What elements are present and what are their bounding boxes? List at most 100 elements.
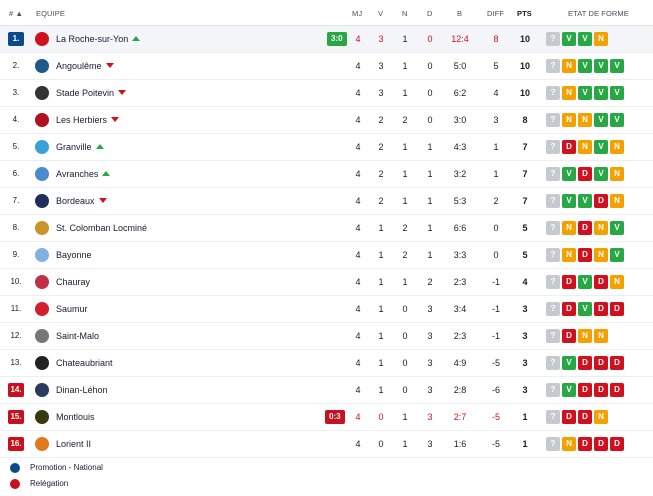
table-row[interactable]: 4. Les Herbiers 4 2 2 0 3:0 3 8? N N V V bbox=[0, 107, 653, 134]
form-result[interactable]: N bbox=[562, 113, 576, 127]
team-name[interactable]: Bordeaux bbox=[56, 188, 107, 214]
table-row[interactable]: 7. Bordeaux 4 2 1 1 5:3 2 7? V V D N bbox=[0, 188, 653, 215]
live-score-badge[interactable]: 0:3 bbox=[325, 410, 345, 424]
form-result[interactable]: V bbox=[578, 275, 592, 289]
form-result[interactable]: V bbox=[594, 167, 608, 181]
form-result[interactable]: D bbox=[610, 302, 624, 316]
form-result[interactable]: D bbox=[578, 437, 592, 451]
form-result[interactable]: N bbox=[594, 248, 608, 262]
table-row[interactable]: 6. Avranches 4 2 1 1 3:2 1 7? V D V N bbox=[0, 161, 653, 188]
team-name-label[interactable]: Dinan-Léhon bbox=[56, 385, 108, 395]
form-result[interactable]: D bbox=[594, 437, 608, 451]
form-result[interactable]: V bbox=[562, 167, 576, 181]
team-name-label[interactable]: Montlouis bbox=[56, 412, 95, 422]
form-result[interactable]: N bbox=[594, 32, 608, 46]
form-next-match[interactable]: ? bbox=[546, 140, 560, 154]
table-row[interactable]: 3. Stade Poitevin 4 3 1 0 6:2 4 10? N V V V bbox=[0, 80, 653, 107]
n-header[interactable]: N bbox=[402, 9, 408, 18]
form-result[interactable]: D bbox=[578, 383, 592, 397]
table-row[interactable]: 15. Montlouis 0:3 4 0 1 3 2:7 -5 1? D D N bbox=[0, 404, 653, 431]
team-name-label[interactable]: Chateaubriant bbox=[56, 358, 113, 368]
team-name[interactable]: Les Herbiers bbox=[56, 107, 120, 133]
form-result[interactable]: D bbox=[578, 248, 592, 262]
form-result[interactable]: V bbox=[594, 59, 608, 73]
table-row[interactable]: 13. Chateaubriant 4 1 0 3 4:9 -5 3? V D D D bbox=[0, 350, 653, 377]
team-name-label[interactable]: Lorient II bbox=[56, 439, 92, 449]
form-result[interactable]: V bbox=[562, 32, 576, 46]
form-next-match[interactable]: ? bbox=[546, 194, 560, 208]
b-header[interactable]: B bbox=[457, 9, 463, 18]
form-result[interactable]: V bbox=[578, 32, 592, 46]
team-name-label[interactable]: Bayonne bbox=[56, 250, 92, 260]
team-name[interactable]: Bayonne bbox=[56, 242, 92, 268]
form-next-match[interactable]: ? bbox=[546, 221, 560, 235]
d-header[interactable]: D bbox=[427, 9, 433, 18]
form-result[interactable]: N bbox=[562, 248, 576, 262]
form-next-match[interactable]: ? bbox=[546, 302, 560, 316]
form-result[interactable]: V bbox=[610, 248, 624, 262]
form-result[interactable]: N bbox=[610, 167, 624, 181]
team-name[interactable]: La Roche-sur-Yon bbox=[56, 26, 141, 52]
form-result[interactable]: N bbox=[610, 275, 624, 289]
table-row[interactable]: 9. Bayonne 4 1 2 1 3:3 0 5? N D N V bbox=[0, 242, 653, 269]
form-result[interactable]: N bbox=[562, 59, 576, 73]
form-result[interactable]: N bbox=[610, 194, 624, 208]
form-next-match[interactable]: ? bbox=[546, 167, 560, 181]
form-result[interactable]: V bbox=[610, 221, 624, 235]
rank-header[interactable]: # ▲ bbox=[9, 9, 23, 18]
team-name[interactable]: Lorient II bbox=[56, 431, 91, 457]
team-name[interactable]: Chauray bbox=[56, 269, 90, 295]
table-row[interactable]: 2. Angoulême 4 3 1 0 5:0 5 10? N V V V bbox=[0, 53, 653, 80]
form-result[interactable]: N bbox=[578, 113, 592, 127]
form-result[interactable]: V bbox=[562, 356, 576, 370]
form-result[interactable]: V bbox=[578, 86, 592, 100]
form-result[interactable]: D bbox=[562, 410, 576, 424]
team-name[interactable]: St. Colomban Locminé bbox=[56, 215, 147, 241]
table-row[interactable]: 1. La Roche-sur-Yon 3:0 4 3 1 0 12:4 8 10? V V N bbox=[0, 26, 653, 53]
v-header[interactable]: V bbox=[378, 9, 384, 18]
form-result[interactable]: D bbox=[610, 437, 624, 451]
team-name[interactable]: Saint-Malo bbox=[56, 323, 99, 349]
form-next-match[interactable]: ? bbox=[546, 410, 560, 424]
form-next-match[interactable]: ? bbox=[546, 113, 560, 127]
form-result[interactable]: V bbox=[594, 86, 608, 100]
form-next-match[interactable]: ? bbox=[546, 329, 560, 343]
form-next-match[interactable]: ? bbox=[546, 356, 560, 370]
form-result[interactable]: V bbox=[578, 194, 592, 208]
form-result[interactable]: D bbox=[578, 221, 592, 235]
form-result[interactable]: D bbox=[578, 356, 592, 370]
form-result[interactable]: D bbox=[562, 329, 576, 343]
table-row[interactable]: 14. Dinan-Léhon 4 1 0 3 2:8 -6 3? V D D D bbox=[0, 377, 653, 404]
table-row[interactable]: 10. Chauray 4 1 1 2 2:3 -1 4? D V D N bbox=[0, 269, 653, 296]
form-result[interactable]: D bbox=[562, 140, 576, 154]
team-name[interactable]: Chateaubriant bbox=[56, 350, 113, 376]
team-name-label[interactable]: Angoulême bbox=[56, 61, 102, 71]
team-name-label[interactable]: Chauray bbox=[56, 277, 91, 287]
form-result[interactable]: D bbox=[594, 356, 608, 370]
form-result[interactable]: V bbox=[562, 383, 576, 397]
form-next-match[interactable]: ? bbox=[546, 32, 560, 46]
form-result[interactable]: D bbox=[594, 275, 608, 289]
form-result[interactable]: N bbox=[562, 86, 576, 100]
form-next-match[interactable]: ? bbox=[546, 248, 560, 262]
pts-header[interactable]: PTS bbox=[517, 9, 532, 18]
form-result[interactable]: N bbox=[594, 221, 608, 235]
team-name[interactable]: Dinan-Léhon bbox=[56, 377, 108, 403]
team-name-label[interactable]: St. Colomban Locminé bbox=[56, 223, 148, 233]
form-next-match[interactable]: ? bbox=[546, 437, 560, 451]
form-result[interactable]: D bbox=[594, 383, 608, 397]
table-row[interactable]: 16. Lorient II 4 0 1 3 1:6 -5 1? N D D D bbox=[0, 431, 653, 458]
team-name[interactable]: Angoulême bbox=[56, 53, 114, 79]
team-name-label[interactable]: Avranches bbox=[56, 169, 99, 179]
form-result[interactable]: N bbox=[610, 140, 624, 154]
form-next-match[interactable]: ? bbox=[546, 59, 560, 73]
team-name[interactable]: Avranches bbox=[56, 161, 111, 187]
team-name-label[interactable]: Les Herbiers bbox=[56, 115, 108, 125]
form-result[interactable]: D bbox=[562, 275, 576, 289]
mj-header[interactable]: MJ bbox=[352, 9, 363, 18]
form-result[interactable]: D bbox=[610, 383, 624, 397]
form-result[interactable]: V bbox=[594, 140, 608, 154]
form-result[interactable]: V bbox=[578, 302, 592, 316]
team-name[interactable]: Stade Poitevin bbox=[56, 80, 127, 106]
team-name[interactable]: Granville bbox=[56, 134, 104, 160]
